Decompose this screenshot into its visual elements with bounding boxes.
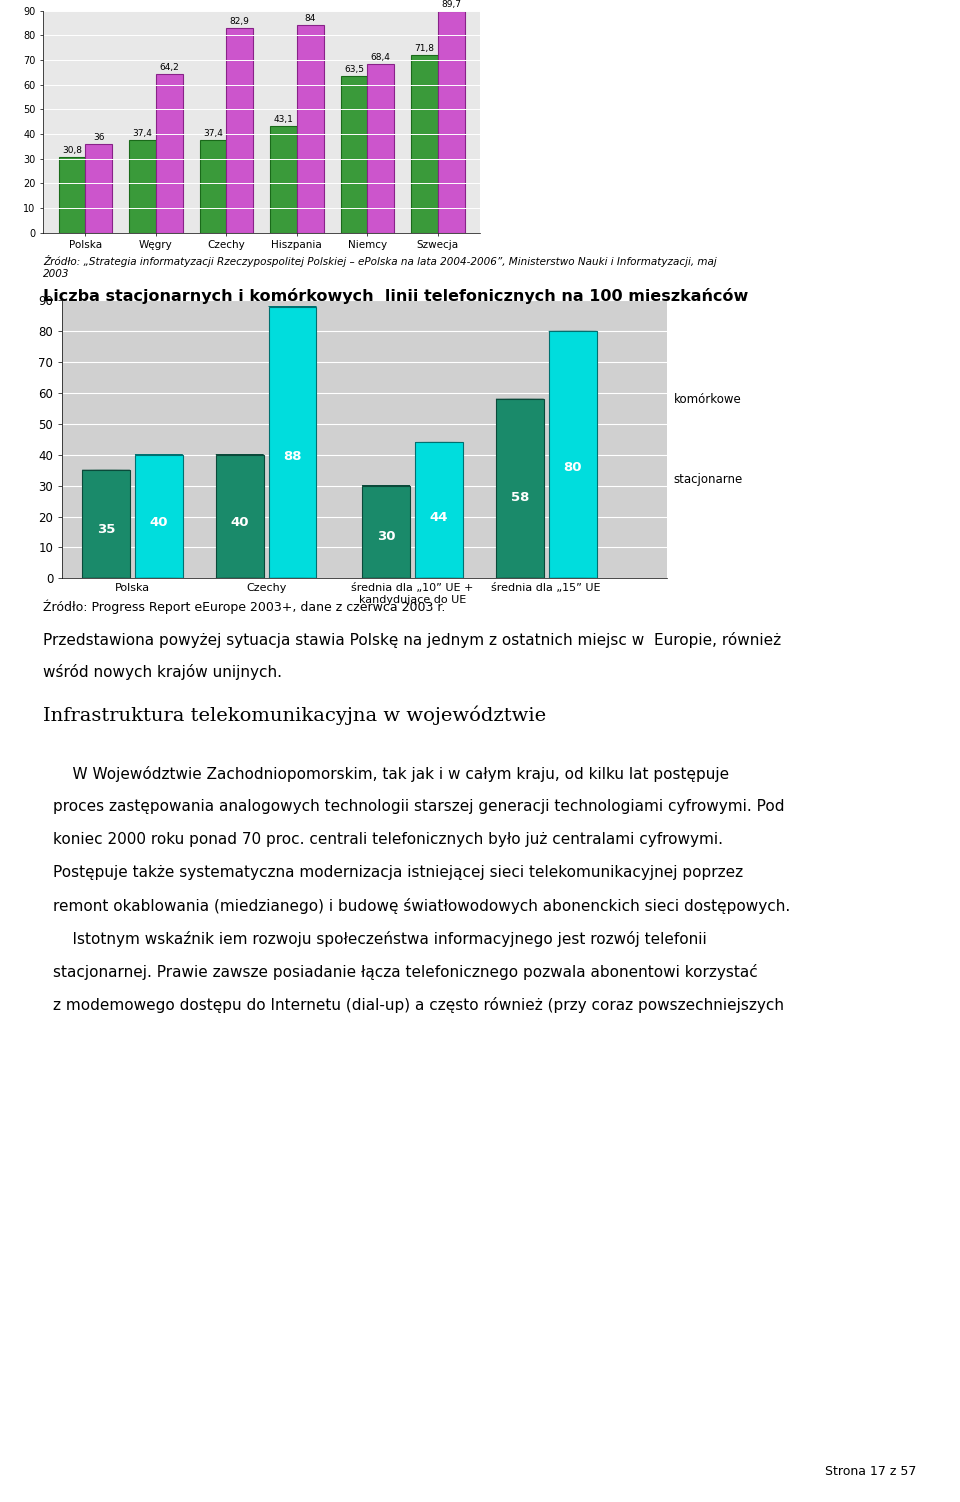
Bar [411, 56, 438, 233]
Bar [362, 485, 410, 578]
Bar [130, 140, 156, 233]
Text: 35: 35 [97, 523, 115, 536]
Text: z modemowego dostępu do Internetu (dial-up) a często również (przy coraz powszec: z modemowego dostępu do Internetu (dial-… [53, 997, 783, 1014]
Text: 37,4: 37,4 [204, 129, 223, 138]
Bar [156, 74, 182, 233]
Text: 30,8: 30,8 [62, 146, 83, 155]
Text: 2003: 2003 [43, 269, 70, 279]
Text: Strona 17 z 57: Strona 17 z 57 [826, 1464, 917, 1478]
Text: 88: 88 [283, 449, 301, 463]
Text: 44: 44 [430, 511, 448, 524]
Bar [438, 11, 465, 233]
Bar [216, 455, 264, 578]
Text: Istotnym wskaźnik iem rozwoju społeczeństwa informacyjnego jest rozwój telefonii: Istotnym wskaźnik iem rozwoju społeczeńs… [53, 931, 707, 948]
Text: stacjonarne: stacjonarne [674, 473, 743, 487]
Text: 58: 58 [511, 491, 529, 505]
Text: Źródło: Progress Report eEurope 2003+, dane z czerwca 2003 r.: Źródło: Progress Report eEurope 2003+, d… [43, 599, 445, 614]
Text: 71,8: 71,8 [415, 45, 434, 54]
Bar [368, 65, 394, 233]
Text: 36: 36 [93, 132, 105, 141]
Bar [297, 26, 324, 233]
Text: proces zastępowania analogowych technologii starszej generacji technologiami cyf: proces zastępowania analogowych technolo… [53, 799, 784, 814]
Text: 40: 40 [150, 517, 168, 529]
Text: Postępuje także systematyczna modernizacja istniejącej sieci telekomunikacyjnej : Postępuje także systematyczna modernizac… [53, 865, 743, 880]
Text: 30: 30 [377, 530, 396, 544]
Text: Źródło: „Strategia informatyzacji Rzeczypospolitej Polskiej – ePolska na lata 20: Źródło: „Strategia informatyzacji Rzeczy… [43, 255, 717, 267]
Text: 82,9: 82,9 [229, 17, 250, 26]
Text: 68,4: 68,4 [371, 53, 391, 62]
Legend: Telefonia stacjonarna, Telefonia komórkowa: Telefonia stacjonarna, Telefonia komórko… [81, 324, 372, 342]
Text: 63,5: 63,5 [344, 65, 364, 74]
Bar [85, 144, 112, 233]
Bar [83, 470, 130, 578]
Bar [200, 140, 227, 233]
Text: komórkowe: komórkowe [674, 392, 741, 406]
Text: 43,1: 43,1 [274, 116, 294, 125]
Text: 84: 84 [304, 15, 316, 24]
Text: W Województwie Zachodniopomorskim, tak jak i w całym kraju, od kilku lat postępu: W Województwie Zachodniopomorskim, tak j… [53, 766, 729, 783]
Bar [269, 306, 317, 578]
Text: 40: 40 [230, 517, 249, 529]
Bar [415, 443, 463, 578]
Text: stacjonarnej. Prawie zawsze posiadanie łącza telefonicznego pozwala abonentowi k: stacjonarnej. Prawie zawsze posiadanie ł… [53, 964, 757, 981]
Text: wśród nowych krajów unijnych.: wśród nowych krajów unijnych. [43, 664, 282, 680]
Bar [341, 77, 368, 233]
Bar [270, 126, 297, 233]
Text: Infrastruktura telekomunikacyjna w województwie: Infrastruktura telekomunikacyjna w wojew… [43, 706, 546, 725]
Bar [135, 455, 182, 578]
Text: 89,7: 89,7 [441, 0, 461, 9]
Bar [496, 400, 543, 578]
Text: 37,4: 37,4 [132, 129, 153, 138]
Text: remont okablowania (miedzianego) i budowę światłowodowych abonenckich sieci dost: remont okablowania (miedzianego) i budow… [53, 898, 790, 915]
Text: 80: 80 [564, 461, 582, 473]
Bar [549, 332, 596, 578]
Bar [227, 29, 253, 233]
Bar [59, 156, 85, 233]
Text: Liczba stacjonarnych i komórkowych  linii telefonicznych na 100 mieszkańców: Liczba stacjonarnych i komórkowych linii… [43, 288, 749, 305]
Text: 64,2: 64,2 [159, 63, 180, 72]
Text: Przedstawiona powyżej sytuacja stawia Polskę na jednym z ostatnich miejsc w  Eur: Przedstawiona powyżej sytuacja stawia Po… [43, 632, 781, 649]
Text: koniec 2000 roku ponad 70 proc. centrali telefonicznych było już centralami cyfr: koniec 2000 roku ponad 70 proc. centrali… [53, 832, 723, 847]
